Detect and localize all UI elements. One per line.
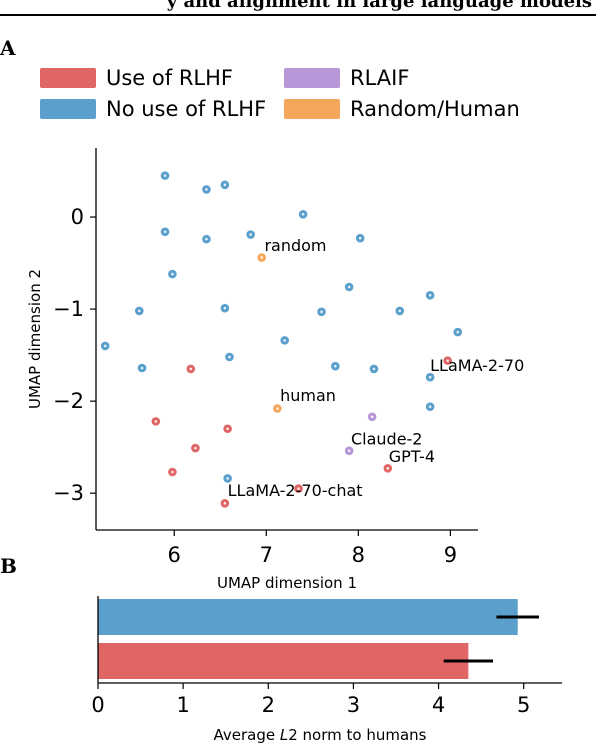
point-annotation: LLaMA-2-70-chat [228,481,363,500]
panel-b-label: B [0,554,17,578]
x-tick-label: 9 [444,543,457,567]
scatter-point-center [428,293,432,297]
legend-item-no-rlhf: No use of RLHF [40,97,266,121]
scatter-point-center [228,355,231,359]
y-tick-label: −2 [53,389,84,413]
scatter-point-center [226,427,229,431]
scatter-point-center [276,407,279,410]
x-tick-label: 5 [517,693,530,717]
legend-item-use-rlhf: Use of RLHF [40,66,233,90]
scatter-point-center [456,330,460,334]
x-tick-label: 7 [260,543,273,567]
y-tick-label: −1 [53,297,84,321]
scatter-point-center [370,415,374,419]
scatter-point-center [446,359,449,362]
scatter-point-center [372,367,376,371]
scatter-point-center [194,446,197,450]
scatter-point-center [137,309,141,313]
scatter-point-center [260,256,263,259]
point-annotation: Claude-2 [351,429,423,448]
x-tick-label: 4 [432,693,445,717]
header-fragment-text: y and alignment in large language models [166,0,592,12]
scatter-point-center [163,174,167,177]
legend-swatch-random-human [284,99,340,119]
scatter-point-center [226,477,229,480]
scatter-point-center [428,405,432,408]
scatter-point-center [223,183,227,187]
scatter-point-center [398,309,402,313]
x-tick-label: 1 [176,693,189,717]
umap-scatter-chart: 6 7 8 9 0 −1 −2 −3 UMAP dimension 1 UMAP dimensio… [26,148,524,592]
legend-item-random-human: Random/Human [284,97,520,121]
scatter-point-center [249,233,252,236]
point-annotation: human [280,386,336,405]
legend-label-rlaif: RLAIF [350,66,410,90]
y-axis-label: UMAP dimension 2 [26,269,44,409]
scatter-point-center [358,236,362,240]
x-tick-label: 2 [262,693,275,717]
x-tick-label: 0 [91,693,104,717]
scatter-point-center [301,212,305,216]
scatter-point-center [103,344,107,348]
x-axis-label: UMAP dimension 1 [217,574,357,592]
scatter-point-center [283,339,286,342]
y-tick-label: 0 [71,205,84,229]
bar [98,599,518,635]
scatter-point-center [320,310,323,314]
scatter-point-center [205,237,208,241]
legend-swatch-no-rlhf [40,99,96,119]
scatter-point-center [171,470,174,474]
scatter-point-center [334,364,337,368]
legend-swatch-rlaif [284,68,340,88]
scatter-point-center [189,367,193,371]
page-header-rule: y and alignment in large language models [0,0,596,18]
point-annotation: GPT-4 [389,447,435,466]
legend-item-rlaif: RLAIF [284,66,409,90]
panel-a-label: A [0,36,16,60]
x-tick-label: 6 [168,543,181,567]
legend-swatch-use-rlhf [40,68,96,88]
legend-label-no-rlhf: No use of RLHF [106,97,267,121]
x-tick-label: 8 [352,543,365,567]
legend-label-random-human: Random/Human [350,97,520,121]
x-tick-label: 3 [347,693,360,717]
scatter-point-center [223,502,227,505]
x-axis-label: Average L2 norm to humans [214,726,427,744]
y-tick-label: −3 [53,481,84,505]
scatter-point-center [347,449,351,453]
scatter-point-center [428,375,432,379]
scatter-point-center [223,306,227,310]
scatter-point-center [386,467,390,470]
bar [98,643,469,679]
scatter-point-center [140,366,144,370]
legend-label-use-rlhf: Use of RLHF [106,66,233,90]
scatter-point-center [154,420,158,423]
scatter-point-center [347,285,351,289]
point-annotation: LLaMA-2-70 [430,356,524,375]
point-annotation: random [264,236,326,255]
scatter-point-center [205,188,208,191]
header-divider [0,14,596,16]
scatter-point-center [171,272,174,276]
scatter-point-center [297,487,300,490]
scatter-point-center [163,230,167,234]
